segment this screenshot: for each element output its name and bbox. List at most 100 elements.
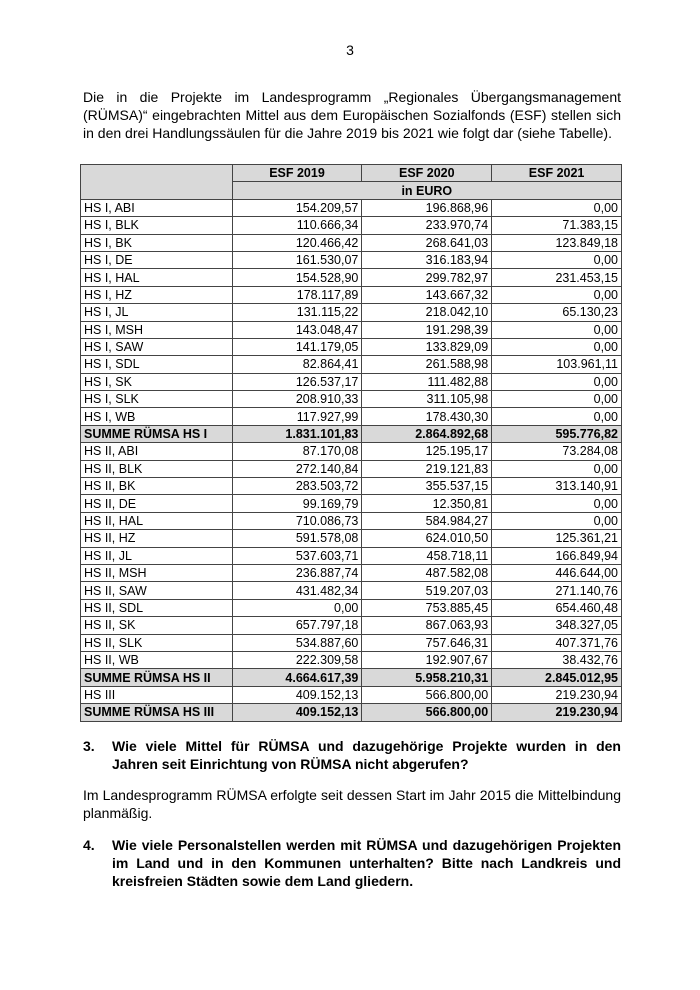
cell-esf-2021: 0,00 bbox=[491, 459, 622, 479]
row-label: HS II, JL bbox=[80, 546, 233, 565]
row-label: HS II, WB bbox=[80, 650, 233, 670]
cell-esf-2019: 283.503,72 bbox=[231, 477, 363, 496]
row-label: HS I, SDL bbox=[80, 355, 233, 374]
cell-esf-2019: 178.117,89 bbox=[231, 285, 363, 305]
row-label: HS I, HAL bbox=[80, 268, 233, 287]
header-esf-2020: ESF 2020 bbox=[361, 163, 493, 183]
row-label: HS I, BLK bbox=[80, 216, 233, 235]
row-label: HS II, SLK bbox=[80, 633, 233, 652]
cell-esf-2019: 4.664.617,39 bbox=[231, 668, 363, 687]
cell-esf-2019: 0,00 bbox=[231, 598, 363, 618]
cell-esf-2020: 355.537,15 bbox=[361, 477, 493, 496]
cell-esf-2020: 125.195,17 bbox=[361, 442, 493, 461]
cell-esf-2020: 233.970,74 bbox=[361, 216, 493, 235]
cell-esf-2020: 487.582,08 bbox=[361, 563, 493, 583]
cell-esf-2020: 178.430,30 bbox=[361, 407, 493, 426]
cell-esf-2021: 0,00 bbox=[491, 494, 622, 513]
table-row: HS I, DE 161.530,07 316.183,94 0,00 bbox=[80, 250, 622, 270]
cell-esf-2019: 591.578,08 bbox=[231, 529, 363, 548]
cell-esf-2021: 73.284,08 bbox=[491, 442, 622, 461]
header-esf-2021: ESF 2021 bbox=[491, 163, 622, 183]
cell-esf-2020: 316.183,94 bbox=[361, 250, 493, 270]
cell-esf-2020: 753.885,45 bbox=[361, 598, 493, 618]
row-label: HS I, WB bbox=[80, 407, 233, 426]
cell-esf-2020: 268.641,03 bbox=[361, 233, 493, 252]
table-row: HS II, SLK 534.887,60 757.646,31 407.371,76 bbox=[80, 633, 622, 652]
cell-esf-2020: 566.800,00 bbox=[361, 703, 493, 722]
cell-esf-2019: 409.152,13 bbox=[231, 703, 363, 722]
table-row: HS I, MSH 143.048,47 191.298,39 0,00 bbox=[80, 320, 622, 339]
table-row: HS II, HAL 710.086,73 584.984,27 0,00 bbox=[80, 511, 622, 531]
cell-esf-2020: 867.063,93 bbox=[361, 616, 493, 635]
question-3-text: Wie viele Mittel für RÜMSA und dazugehör… bbox=[112, 738, 621, 772]
cell-esf-2021: 65.130,23 bbox=[491, 303, 622, 322]
cell-esf-2021: 0,00 bbox=[491, 372, 622, 392]
cell-esf-2020: 311.105,98 bbox=[361, 390, 493, 409]
cell-esf-2021: 166.849,94 bbox=[491, 546, 622, 565]
row-label: SUMME RÜMSA HS I bbox=[80, 424, 233, 444]
cell-esf-2020: 12.350,81 bbox=[361, 494, 493, 513]
table-row: HS I, SLK 208.910,33 311.105,98 0,00 bbox=[80, 390, 622, 409]
question-3-number: 3. bbox=[83, 738, 95, 754]
question-4: 4. Wie viele Personalstellen werden mit … bbox=[83, 836, 621, 890]
row-label: HS II, HAL bbox=[80, 511, 233, 531]
table-row: HS I, SK 126.537,17 111.482,88 0,00 bbox=[80, 372, 622, 392]
cell-esf-2019: 87.170,08 bbox=[231, 442, 363, 461]
row-label: HS III bbox=[80, 685, 233, 705]
cell-esf-2020: 261.588,98 bbox=[361, 355, 493, 374]
table-row: HS I, HAL 154.528,90 299.782,97 231.453,15 bbox=[80, 268, 622, 287]
cell-esf-2019: 131.115,22 bbox=[231, 303, 363, 322]
cell-esf-2021: 446.644,00 bbox=[491, 563, 622, 583]
cell-esf-2019: 409.152,13 bbox=[231, 685, 363, 705]
cell-esf-2019: 120.466,42 bbox=[231, 233, 363, 252]
table-row: HS II, HZ 591.578,08 624.010,50 125.361,21 bbox=[80, 529, 622, 548]
cell-esf-2019: 99.169,79 bbox=[231, 494, 363, 513]
row-label: HS II, DE bbox=[80, 494, 233, 513]
table-row: HS II, BLK 272.140,84 219.121,83 0,00 bbox=[80, 459, 622, 479]
row-label: HS II, HZ bbox=[80, 529, 233, 548]
table-row: HS I, JL 131.115,22 218.042,10 65.130,23 bbox=[80, 303, 622, 322]
table-sum-row: SUMME RÜMSA HS II 4.664.617,39 5.958.210,3… bbox=[80, 668, 622, 687]
table-row: HS III 409.152,13 566.800,00 219.230,94 bbox=[80, 685, 622, 705]
cell-esf-2019: 161.530,07 bbox=[231, 250, 363, 270]
page-number: 3 bbox=[346, 42, 354, 58]
cell-esf-2021: 0,00 bbox=[491, 407, 622, 426]
cell-esf-2021: 313.140,91 bbox=[491, 477, 622, 496]
cell-esf-2021: 0,00 bbox=[491, 337, 622, 357]
cell-esf-2021: 407.371,76 bbox=[491, 633, 622, 652]
table-row: HS II, JL 537.603,71 458.718,11 166.849,94 bbox=[80, 546, 622, 565]
cell-esf-2020: 519.207,03 bbox=[361, 581, 493, 600]
table-row: HS II, BK 283.503,72 355.537,15 313.140,91 bbox=[80, 477, 622, 496]
cell-esf-2020: 299.782,97 bbox=[361, 268, 493, 287]
table-row: HS I, SAW 141.179,05 133.829,09 0,00 bbox=[80, 337, 622, 357]
cell-esf-2020: 196.868,96 bbox=[361, 198, 493, 218]
cell-esf-2019: 222.309,58 bbox=[231, 650, 363, 670]
cell-esf-2021: 71.383,15 bbox=[491, 216, 622, 235]
cell-esf-2019: 208.910,33 bbox=[231, 390, 363, 409]
row-label: HS II, SK bbox=[80, 616, 233, 635]
row-label: HS I, SLK bbox=[80, 390, 233, 409]
cell-esf-2020: 133.829,09 bbox=[361, 337, 493, 357]
table-row: HS II, MSH 236.887,74 487.582,08 446.644,00 bbox=[80, 563, 622, 583]
cell-esf-2021: 103.961,11 bbox=[491, 355, 622, 374]
cell-esf-2021: 0,00 bbox=[491, 320, 622, 339]
row-label: HS I, SAW bbox=[80, 337, 233, 357]
table-row: HS II, WB 222.309,58 192.907,67 38.432,76 bbox=[80, 650, 622, 670]
cell-esf-2019: 154.528,90 bbox=[231, 268, 363, 287]
cell-esf-2021: 0,00 bbox=[491, 511, 622, 531]
cell-esf-2021: 0,00 bbox=[491, 250, 622, 270]
cell-esf-2019: 236.887,74 bbox=[231, 563, 363, 583]
cell-esf-2019: 126.537,17 bbox=[231, 372, 363, 392]
row-label: HS I, SK bbox=[80, 372, 233, 392]
table-row: HS II, DE 99.169,79 12.350,81 0,00 bbox=[80, 494, 622, 513]
table-row: HS II, ABI 87.170,08 125.195,17 73.284,08 bbox=[80, 442, 622, 461]
cell-esf-2020: 458.718,11 bbox=[361, 546, 493, 565]
cell-esf-2020: 191.298,39 bbox=[361, 320, 493, 339]
table-row: HS II, SDL 0,00 753.885,45 654.460,48 bbox=[80, 598, 622, 618]
cell-esf-2020: 757.646,31 bbox=[361, 633, 493, 652]
row-label: HS II, BLK bbox=[80, 459, 233, 479]
cell-esf-2021: 0,00 bbox=[491, 390, 622, 409]
row-label: HS I, HZ bbox=[80, 285, 233, 305]
cell-esf-2020: 111.482,88 bbox=[361, 372, 493, 392]
cell-esf-2021: 595.776,82 bbox=[491, 424, 622, 444]
